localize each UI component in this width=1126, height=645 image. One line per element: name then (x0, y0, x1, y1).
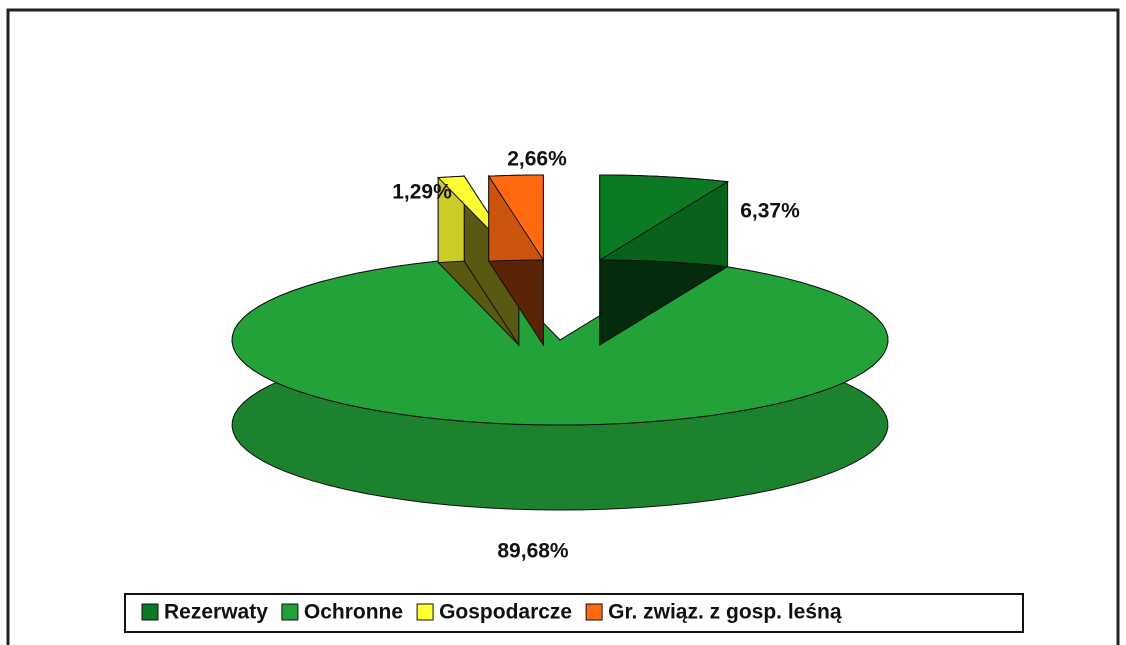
legend-box (124, 593, 1024, 633)
legend-swatch (141, 603, 159, 621)
chart-frame (6, 8, 1120, 645)
legend-label: Gr. związ. z gosp. leśną (608, 601, 842, 624)
data-label: 89,68% (497, 540, 569, 563)
pie-slice (231, 256, 889, 511)
pie-slice (599, 174, 730, 346)
legend-swatch (416, 603, 434, 621)
data-label: 1,29% (392, 181, 452, 204)
pie-slice (487, 174, 544, 347)
data-label: 6,37% (740, 200, 800, 223)
legend-swatch (281, 603, 299, 621)
legend-label: Gospodarcze (439, 601, 572, 624)
slice-face (599, 174, 730, 261)
legend-label: Ochronne (304, 601, 403, 624)
slice-face (231, 257, 889, 426)
data-label: 2,66% (507, 148, 567, 171)
slice-face (487, 174, 544, 262)
legend-swatch (585, 603, 603, 621)
legend-label: Rezerwaty (164, 601, 268, 624)
